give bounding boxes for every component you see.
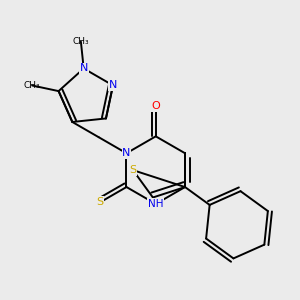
Text: CH₃: CH₃ <box>24 81 40 90</box>
Text: N: N <box>122 148 131 158</box>
Text: CH₃: CH₃ <box>73 37 89 46</box>
Text: NH: NH <box>148 199 164 209</box>
Text: S: S <box>97 197 104 207</box>
Text: S: S <box>130 165 136 175</box>
Text: N: N <box>80 64 88 74</box>
Text: N: N <box>109 80 117 90</box>
Text: O: O <box>152 101 160 111</box>
